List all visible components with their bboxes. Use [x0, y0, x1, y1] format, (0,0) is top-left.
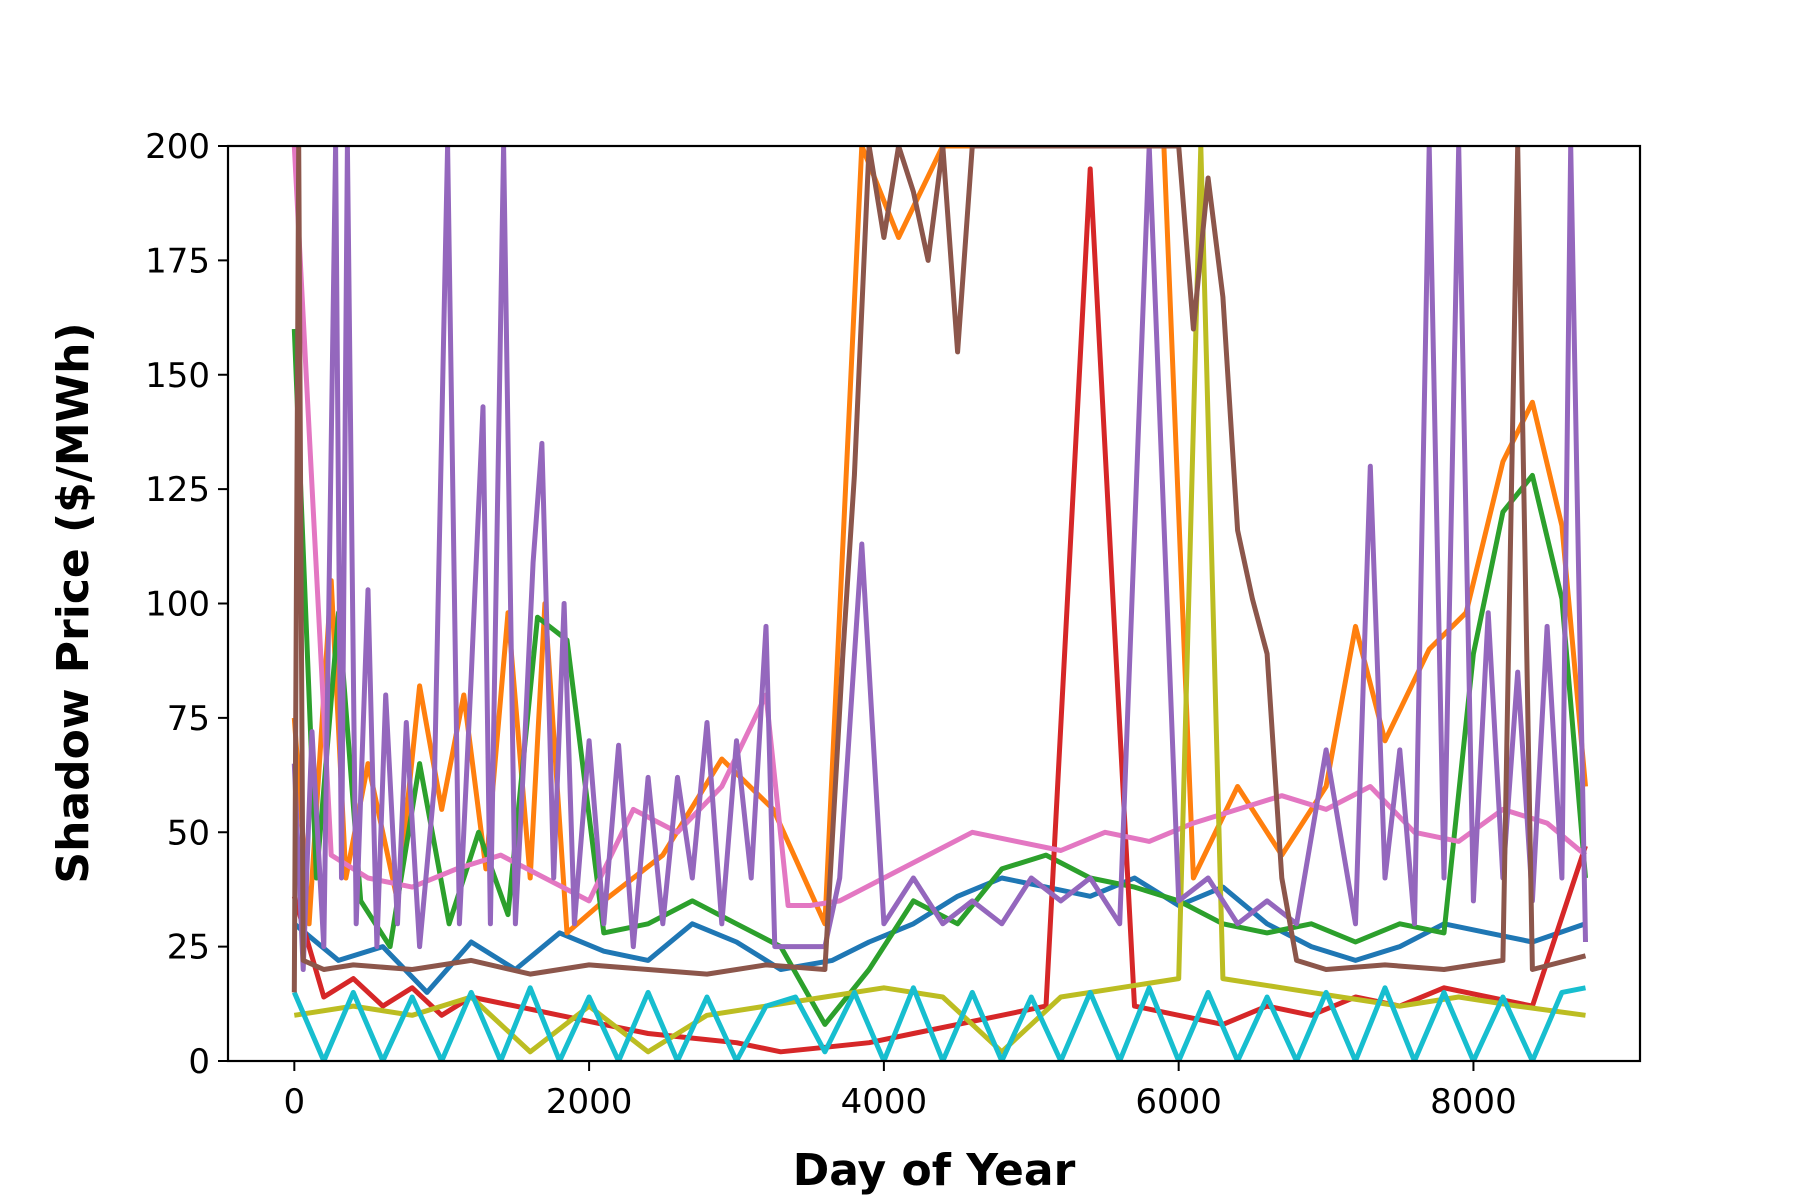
y-tick-label: 150: [145, 356, 210, 396]
series-line-2: [291, 146, 1588, 936]
series-layer: [291, 146, 1588, 1061]
y-tick-label: 200: [145, 127, 210, 167]
series-line-3: [291, 328, 1588, 1027]
series-line-5: [291, 146, 1588, 908]
x-axis-label: Day of Year: [793, 1145, 1076, 1196]
x-tick-label: 4000: [841, 1082, 928, 1122]
x-tick-label: 2000: [546, 1082, 633, 1122]
y-tick-label: 175: [145, 241, 210, 281]
series-line-9: [291, 146, 1587, 993]
x-tick-label: 6000: [1135, 1082, 1222, 1122]
y-axis-label: Shadow Price ($/MWh): [48, 322, 99, 883]
series-line-7: [292, 985, 1586, 1061]
y-axis-ticks: 0 25 50 75 100 125 150 175 200: [145, 127, 228, 1082]
y-tick-label: 125: [145, 470, 210, 510]
y-tick-label: 0: [188, 1042, 210, 1082]
y-tick-label: 50: [167, 813, 210, 853]
series-line-8: [291, 146, 1588, 972]
y-tick-label: 100: [145, 585, 210, 625]
y-tick-label: 75: [167, 699, 210, 739]
x-tick-label: 0: [284, 1082, 306, 1122]
series-line-6: [293, 146, 1586, 1055]
y-tick-label: 25: [167, 928, 210, 968]
x-axis-ticks: 0 2000 4000 6000 8000: [284, 1061, 1517, 1122]
x-tick-label: 8000: [1430, 1082, 1517, 1122]
